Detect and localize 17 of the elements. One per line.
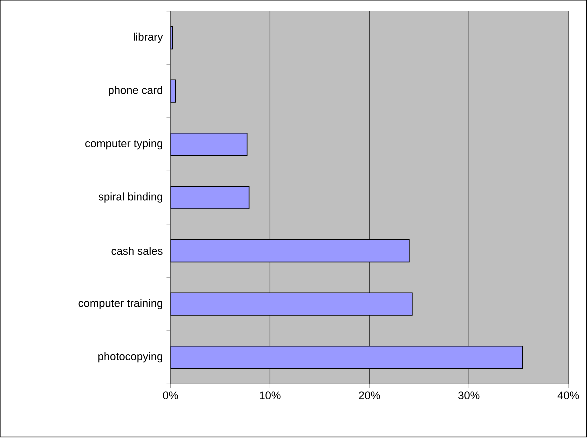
y-tick-label: computer typing <box>86 140 162 150</box>
x-tick-label: 40% <box>558 392 580 400</box>
y-tick-label: phone card <box>108 86 162 97</box>
x-tick-label: 0% <box>163 392 178 400</box>
x-tick-label: 20% <box>359 392 380 400</box>
y-tick-label: library <box>134 33 164 44</box>
y-tick-label: photocopying <box>98 352 162 363</box>
bar <box>170 346 524 370</box>
y-tick-label: computer training <box>78 299 162 310</box>
bar <box>170 186 250 210</box>
y-tick-label: spiral binding <box>98 192 162 204</box>
bar <box>170 292 413 316</box>
x-tick-label: 10% <box>260 392 281 400</box>
x-tick-label: 30% <box>458 392 480 400</box>
bar <box>170 240 410 263</box>
bar <box>170 133 248 156</box>
y-tick-label: cash sales <box>112 247 163 256</box>
